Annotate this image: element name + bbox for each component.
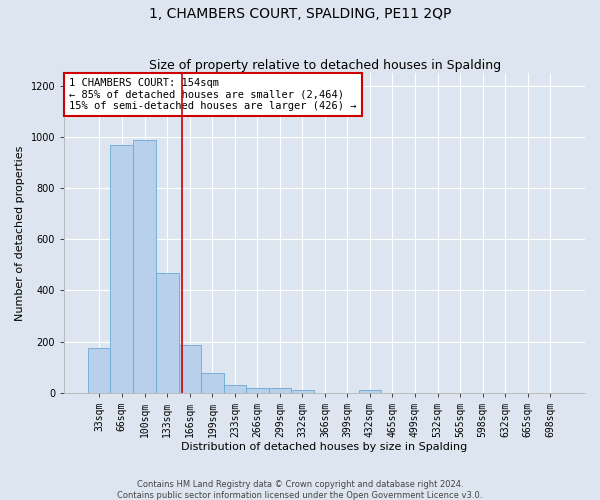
Bar: [224, 385, 246, 392]
Bar: [291, 390, 314, 392]
Text: 1, CHAMBERS COURT, SPALDING, PE11 2QP: 1, CHAMBERS COURT, SPALDING, PE11 2QP: [149, 8, 451, 22]
Bar: [359, 390, 381, 392]
Title: Size of property relative to detached houses in Spalding: Size of property relative to detached ho…: [149, 59, 500, 72]
Bar: [179, 346, 201, 393]
X-axis label: Distribution of detached houses by size in Spalding: Distribution of detached houses by size …: [181, 442, 468, 452]
Bar: [201, 374, 224, 392]
Bar: [156, 272, 179, 392]
Text: 1 CHAMBERS COURT: 154sqm
← 85% of detached houses are smaller (2,464)
15% of sem: 1 CHAMBERS COURT: 154sqm ← 85% of detach…: [70, 78, 357, 111]
Bar: [246, 388, 269, 392]
Bar: [110, 144, 133, 392]
Bar: [133, 140, 156, 392]
Bar: [88, 348, 110, 393]
Y-axis label: Number of detached properties: Number of detached properties: [15, 145, 25, 320]
Text: Contains HM Land Registry data © Crown copyright and database right 2024.
Contai: Contains HM Land Registry data © Crown c…: [118, 480, 482, 500]
Bar: [269, 388, 291, 392]
